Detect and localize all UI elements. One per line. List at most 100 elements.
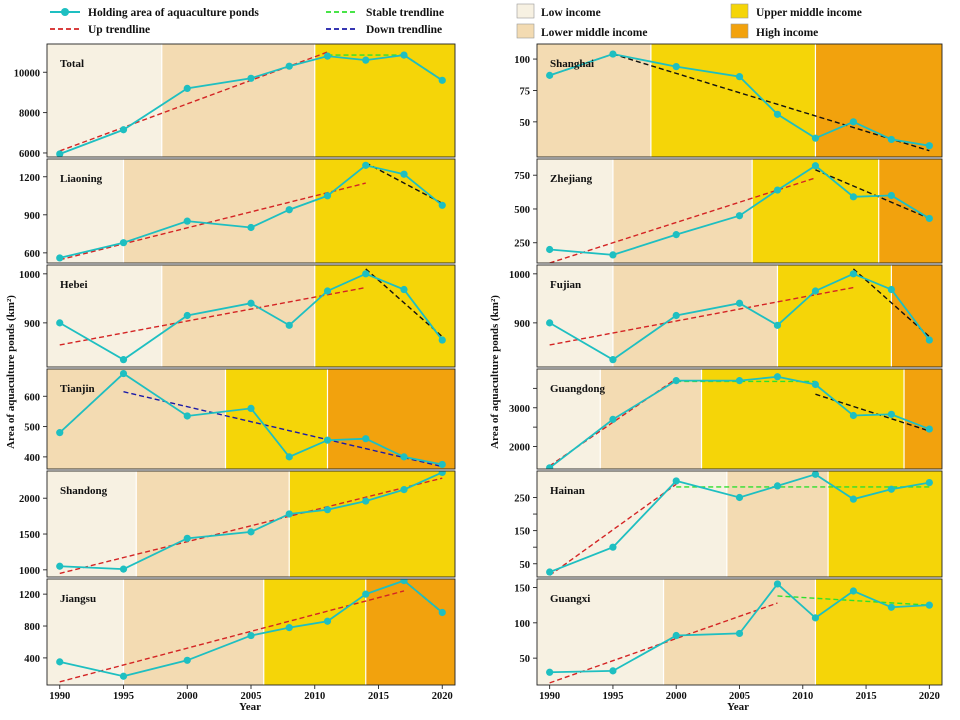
y-tick-label: 3000 <box>509 404 530 415</box>
band-lower-middle <box>47 369 226 469</box>
panel-title-tianjin: Tianjin <box>60 383 95 395</box>
y-tick-label: 50 <box>520 560 531 571</box>
legend-income: Low income Lower middle income Upper mid… <box>516 3 862 39</box>
panel-total: Total 6000 8000 10000 <box>14 43 456 160</box>
data-point <box>362 590 370 598</box>
data-point <box>285 624 293 632</box>
data-point <box>56 429 64 437</box>
data-point <box>925 478 933 487</box>
down-trendline <box>365 162 443 205</box>
panel-title-shanghai: Shanghai <box>550 58 594 70</box>
y-tick-label: 100 <box>514 55 530 66</box>
y-tick-label: 6000 <box>19 149 40 160</box>
y-tick-label: 10000 <box>14 68 40 79</box>
data-point <box>925 142 933 150</box>
x-tick-label: 1995 <box>602 691 623 702</box>
y-tick-label: 50 <box>520 654 531 665</box>
band-lower-middle <box>612 265 778 367</box>
data-point <box>773 321 782 329</box>
y-tick-label: 250 <box>514 494 530 505</box>
band-low <box>537 471 727 577</box>
y-axis-title-right: Area of aquaculture ponds (km²) <box>489 295 501 449</box>
data-point <box>362 56 370 64</box>
data-point <box>735 629 744 638</box>
plot-area-shanghai <box>546 50 933 152</box>
data-point <box>285 510 293 518</box>
data-point <box>849 411 858 420</box>
data-point <box>247 631 255 640</box>
legend-item-stable-trendline: Stable trendline <box>326 7 444 19</box>
band-low <box>47 44 162 157</box>
band-low <box>47 265 162 367</box>
data-point <box>735 493 744 502</box>
y-tick-label: 50 <box>520 118 531 129</box>
panel-title-shandong: Shandong <box>60 485 108 497</box>
panel-hebei: Hebei 900 1000 <box>19 264 456 368</box>
data-point <box>887 485 895 493</box>
legend-label-stable-trendline: Stable trendline <box>366 7 444 19</box>
band-lower-middle <box>136 471 290 577</box>
plot-area-shandong <box>56 471 446 575</box>
panel-frame <box>536 470 943 578</box>
band-lower-middle <box>537 44 651 157</box>
panels: Total 6000 8000 10000 Liaoning 600 900 1200 Hebe… <box>14 43 943 686</box>
band-upper-middle <box>828 471 942 577</box>
legend-label-lower-middle-income: Lower middle income <box>541 27 647 39</box>
data-point <box>56 319 64 327</box>
data-point <box>400 453 408 461</box>
data-point <box>925 336 933 344</box>
y-tick-label: 75 <box>520 86 531 97</box>
data-point <box>323 617 332 625</box>
legend-label-upper-middle-income: Upper middle income <box>756 7 862 19</box>
data-point <box>849 118 858 126</box>
panel-title-jiangsu: Jiangsu <box>60 593 96 605</box>
legend-label-down-trendline: Down trendline <box>366 24 442 36</box>
x-tick-label: 1990 <box>49 691 70 702</box>
y-tick-label: 900 <box>514 319 530 330</box>
panel-shandong: Shandong 1000 1500 2000 <box>19 470 456 578</box>
data-point <box>773 580 782 588</box>
plot-area-jiangsu <box>56 579 446 683</box>
data-point <box>285 206 293 214</box>
data-point <box>400 579 408 585</box>
y-tick-label: 800 <box>24 622 40 633</box>
stable-trendline <box>777 595 930 606</box>
data-point <box>247 528 255 536</box>
y-tick-label: 250 <box>514 239 530 250</box>
panel-title-hainan: Hainan <box>550 485 585 497</box>
legend-swatch-high-income <box>730 23 749 39</box>
data-point <box>849 193 858 201</box>
y-tick-label: 400 <box>24 654 40 665</box>
up-trendline <box>59 590 405 683</box>
x-tick-label: 2000 <box>666 691 687 702</box>
data-point <box>362 270 370 278</box>
plot-area-guangdong <box>546 373 933 469</box>
data-point <box>735 299 744 307</box>
legend-marker-icon <box>61 8 69 16</box>
data-point <box>849 495 858 503</box>
plot-area-total <box>56 51 446 157</box>
x-tick-label: 2015 <box>368 691 389 702</box>
panel-title-fujian: Fujian <box>550 279 581 291</box>
data-point <box>323 287 332 295</box>
down-trendline <box>612 53 930 152</box>
data-point <box>735 377 744 385</box>
data-point <box>773 110 782 118</box>
data-point <box>609 667 617 675</box>
legend-label-low-income: Low income <box>541 7 601 19</box>
panel-frame <box>46 368 456 470</box>
band-lower-middle <box>123 159 315 263</box>
x-tick-label: 2005 <box>729 691 750 702</box>
plot-area-liaoning <box>56 161 446 262</box>
plot-area-zhejiang <box>546 162 933 263</box>
plot-area-guangxi <box>546 580 933 684</box>
y-tick-label: 1200 <box>19 173 40 184</box>
panel-frame <box>46 43 456 158</box>
data-point <box>887 410 895 418</box>
data-point <box>323 52 332 60</box>
y-axis-title-left: Area of aquaculture ponds (km²) <box>5 295 17 449</box>
legend-item-up-trendline: Up trendline <box>50 24 150 36</box>
data-point <box>925 214 933 223</box>
data-point <box>672 631 680 640</box>
data-point <box>925 425 933 433</box>
